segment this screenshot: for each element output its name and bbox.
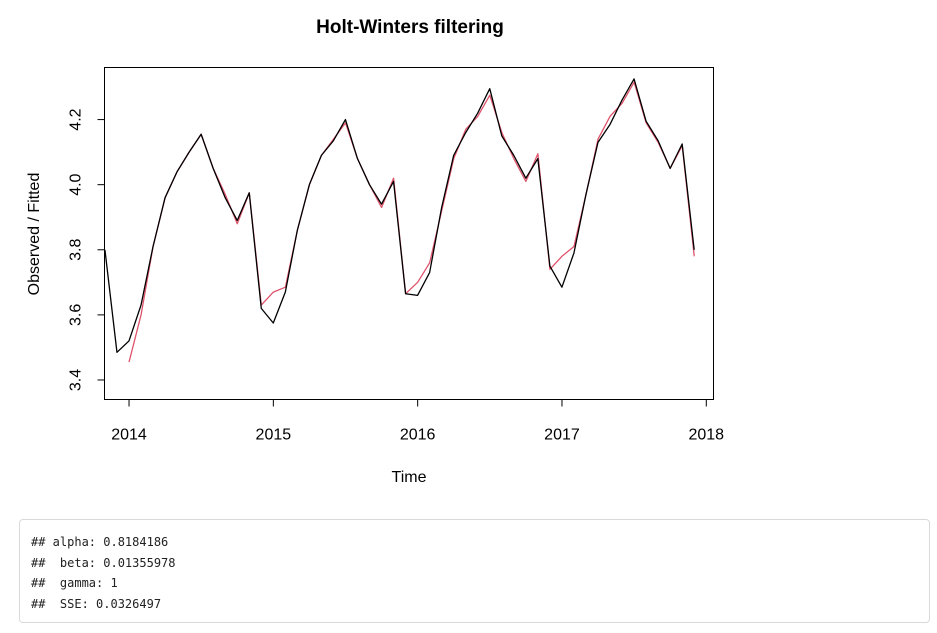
output-line-sse: ## SSE: 0.0326497 bbox=[31, 596, 162, 611]
x-tick-label: 2017 bbox=[544, 427, 580, 444]
output-line-gamma: ## gamma: 1 bbox=[31, 576, 118, 590]
y-tick-label: 3.8 bbox=[68, 239, 85, 261]
output-line-beta: ## beta: 0.01355978 bbox=[31, 555, 176, 570]
y-tick-label: 4.0 bbox=[68, 173, 85, 195]
y-tick-label: 3.6 bbox=[68, 304, 85, 326]
y-tick-label: 3.4 bbox=[68, 369, 85, 391]
x-tick-label: 2014 bbox=[111, 427, 147, 444]
x-tick-label: 2016 bbox=[400, 427, 436, 444]
x-axis-label: Time bbox=[392, 469, 427, 486]
y-axis: 3.4 3.6 3.8 4.0 4.2 bbox=[68, 108, 105, 391]
x-axis: 2014 2015 2016 2017 2018 bbox=[111, 399, 724, 444]
y-axis-label: Observed / Fitted bbox=[26, 173, 43, 296]
x-tick-label: 2018 bbox=[688, 427, 724, 444]
output-line-alpha: ## alpha: 0.8184186 bbox=[31, 535, 169, 549]
series-layer bbox=[104, 78, 695, 363]
y-tick-label: 4.2 bbox=[68, 108, 85, 130]
holt-winters-chart: Holt-Winters filtering 2014 2015 2016 2017 2… bbox=[26, 17, 724, 486]
series-line-observed bbox=[104, 78, 695, 353]
chart-title: Holt-Winters filtering bbox=[316, 17, 504, 38]
console-output: ## alpha: 0.8184186 ## beta: 0.01355978 … bbox=[19, 519, 930, 623]
plot-frame bbox=[104, 67, 714, 400]
series-line-fitted bbox=[128, 81, 695, 363]
x-tick-label: 2015 bbox=[256, 427, 292, 444]
